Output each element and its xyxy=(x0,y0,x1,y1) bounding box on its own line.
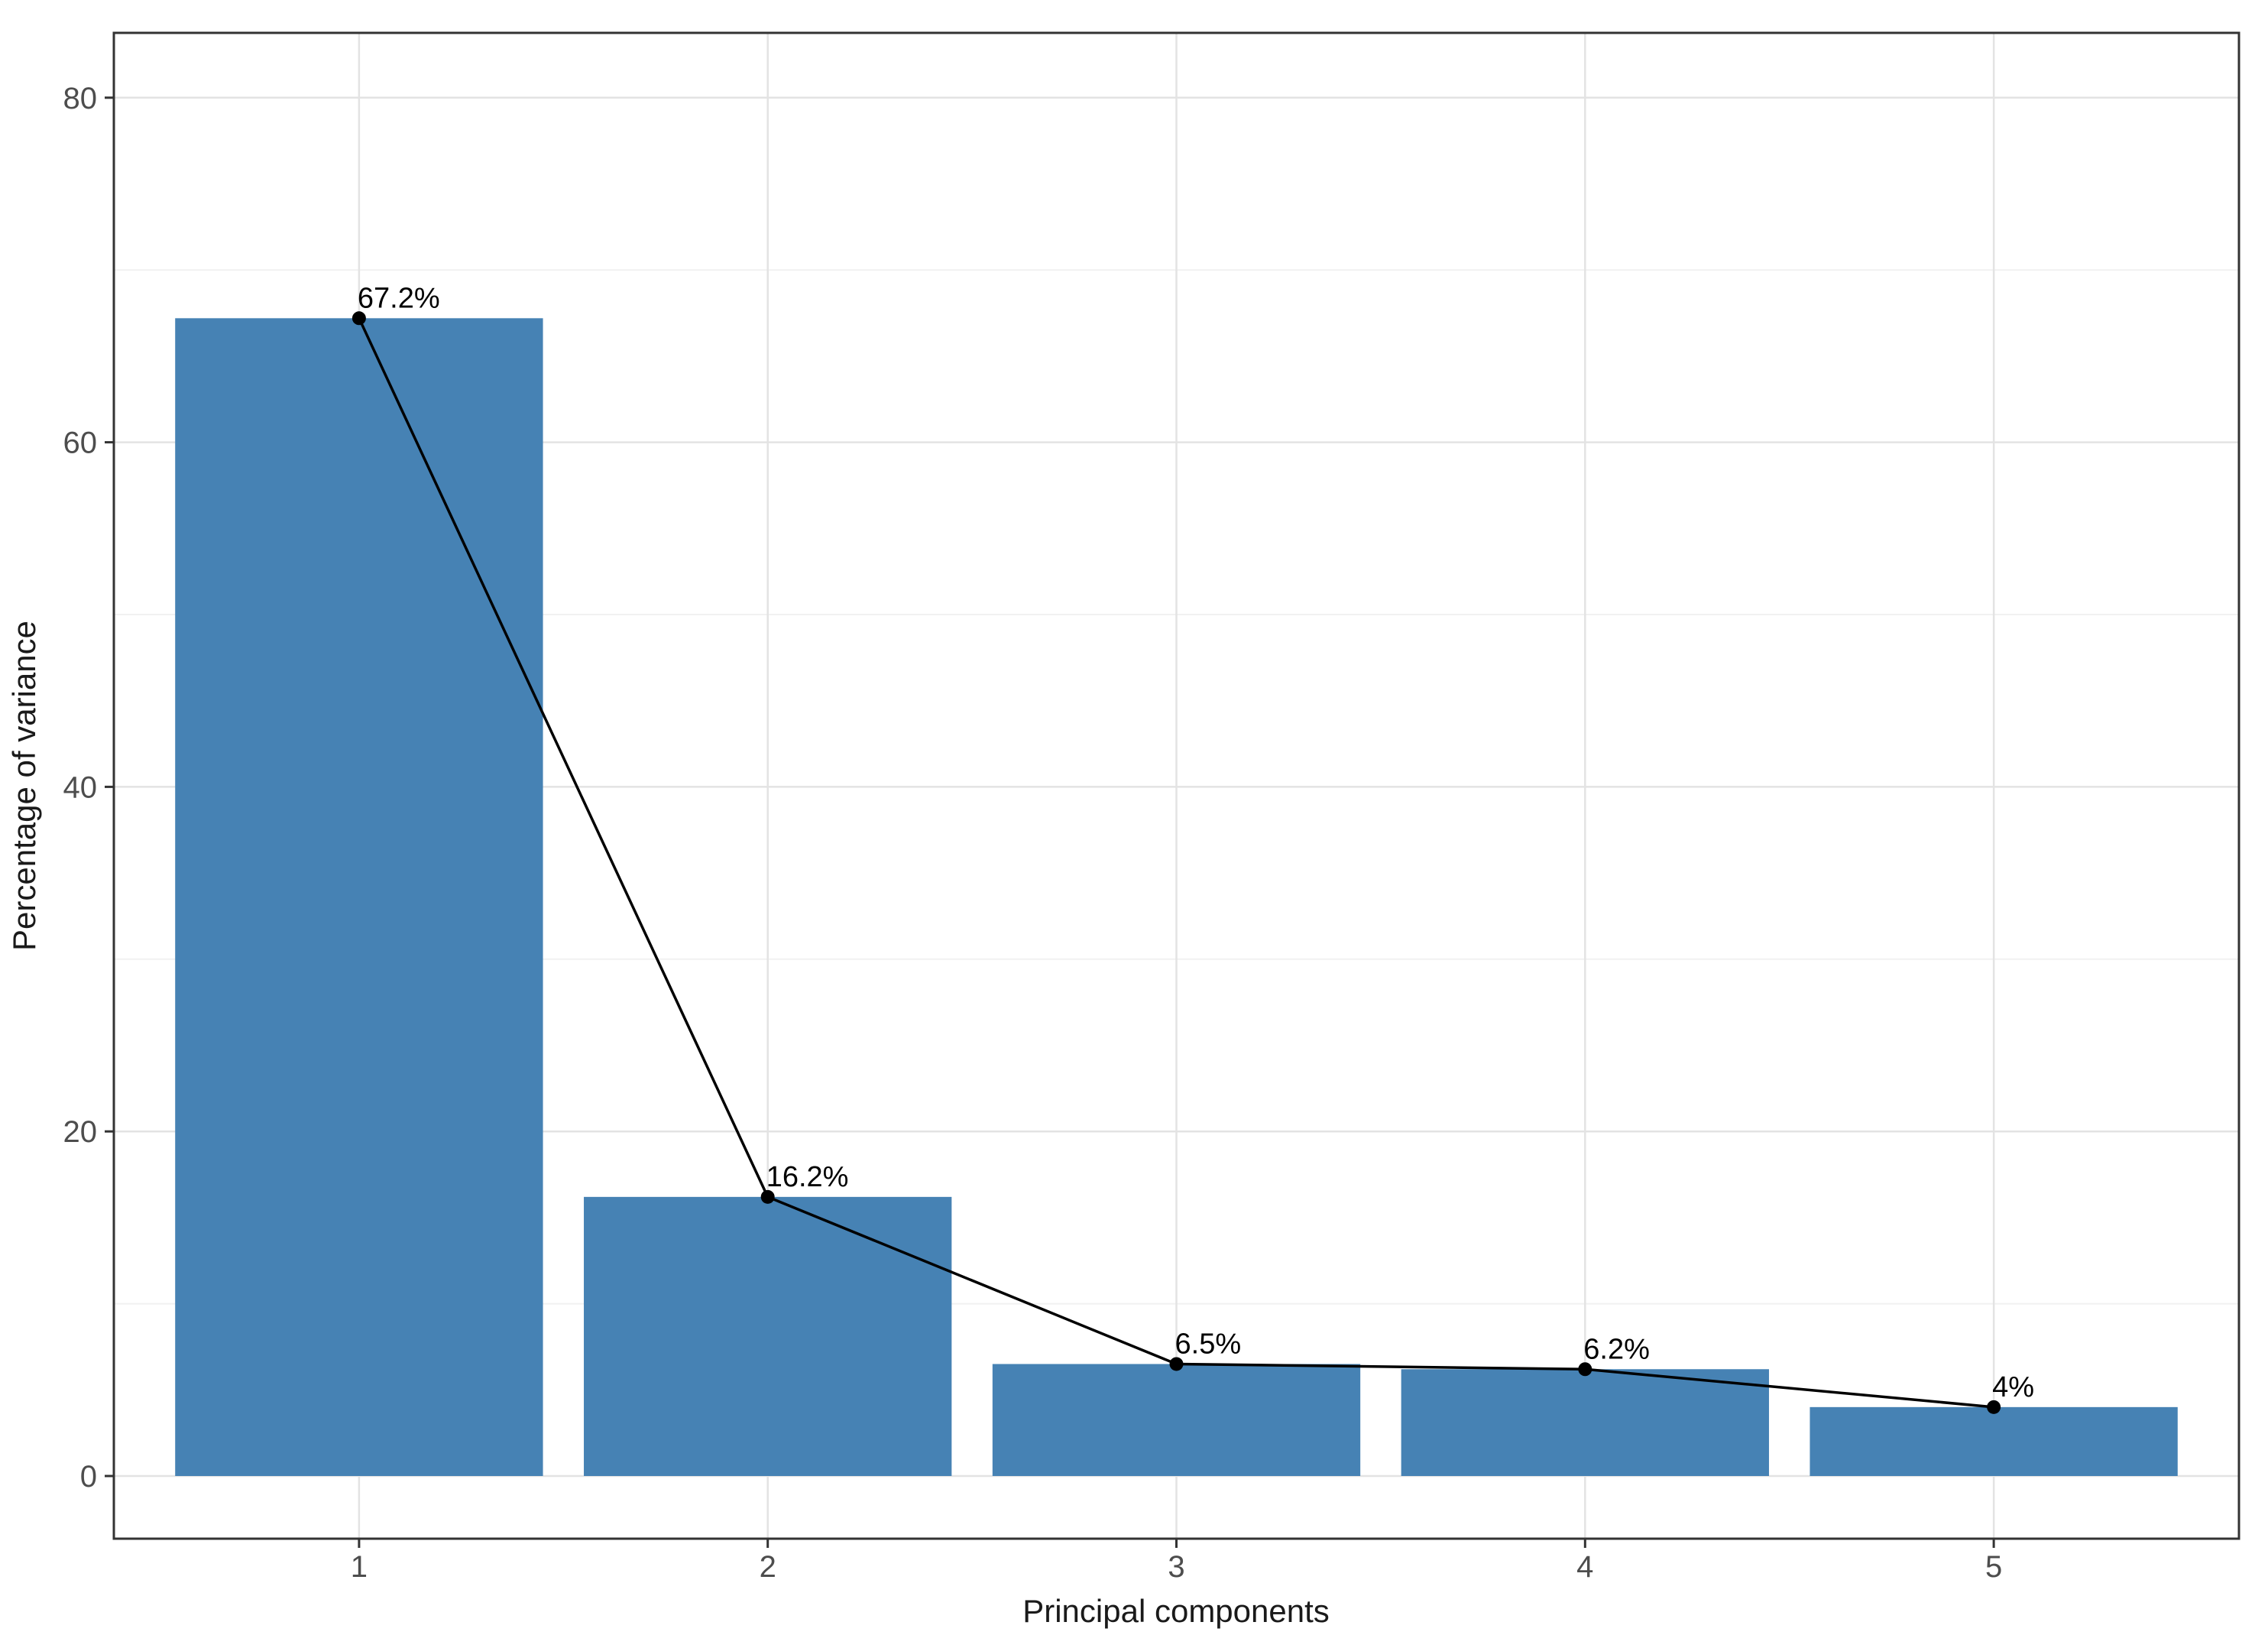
bar xyxy=(1810,1406,2178,1476)
y-axis-title: Percentage of variance xyxy=(6,621,42,951)
y-tick-label: 60 xyxy=(63,427,98,460)
bar xyxy=(175,318,543,1476)
y-tick-label: 80 xyxy=(63,82,98,115)
bar xyxy=(584,1196,952,1476)
value-labels: 67.2% 16.2% 6.5% 6.2% 4% xyxy=(358,282,2034,1403)
x-axis-title: Principal components xyxy=(1022,1593,1330,1629)
data-points xyxy=(352,311,2001,1414)
value-label: 6.2% xyxy=(1583,1333,1650,1365)
data-point xyxy=(1578,1362,1592,1377)
bar xyxy=(1401,1369,1769,1476)
y-tick-label: 20 xyxy=(63,1115,98,1149)
data-point xyxy=(352,311,366,326)
bar xyxy=(992,1364,1361,1476)
y-axis-tick-labels: 0 20 40 60 80 xyxy=(63,82,98,1494)
data-point xyxy=(760,1189,775,1204)
x-axis-tick-marks xyxy=(358,1539,1995,1548)
y-tick-label: 40 xyxy=(63,770,98,804)
y-tick-label: 0 xyxy=(80,1460,97,1494)
x-axis-tick-labels: 1 2 3 4 5 xyxy=(351,1550,2002,1584)
x-tick-label: 5 xyxy=(1985,1550,2002,1584)
bars xyxy=(175,318,2178,1476)
data-point xyxy=(1987,1400,2001,1414)
x-tick-label: 4 xyxy=(1576,1550,1593,1584)
value-label: 16.2% xyxy=(766,1161,849,1193)
value-label: 4% xyxy=(1992,1371,2034,1403)
value-label: 6.5% xyxy=(1175,1328,1242,1360)
data-point xyxy=(1169,1357,1184,1371)
x-tick-label: 2 xyxy=(760,1550,776,1584)
x-tick-label: 3 xyxy=(1168,1550,1184,1584)
y-axis-tick-marks xyxy=(105,96,114,1478)
value-label: 67.2% xyxy=(358,282,440,314)
x-tick-label: 1 xyxy=(351,1550,368,1584)
